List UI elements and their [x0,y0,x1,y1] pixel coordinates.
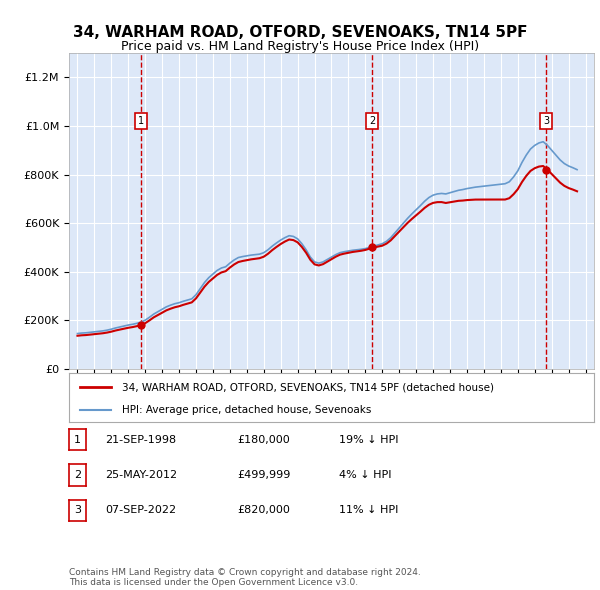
Text: HPI: Average price, detached house, Sevenoaks: HPI: Average price, detached house, Seve… [121,405,371,415]
Text: 1: 1 [74,435,81,444]
Text: 4% ↓ HPI: 4% ↓ HPI [339,470,391,480]
Text: £499,999: £499,999 [237,470,290,480]
Text: 07-SEP-2022: 07-SEP-2022 [105,506,176,515]
Text: 34, WARHAM ROAD, OTFORD, SEVENOAKS, TN14 5PF (detached house): 34, WARHAM ROAD, OTFORD, SEVENOAKS, TN14… [121,382,493,392]
Text: 3: 3 [74,506,81,515]
Text: 1: 1 [137,116,143,126]
Text: 19% ↓ HPI: 19% ↓ HPI [339,435,398,444]
Text: 2: 2 [369,116,375,126]
Text: 21-SEP-1998: 21-SEP-1998 [105,435,176,444]
Text: Contains HM Land Registry data © Crown copyright and database right 2024.
This d: Contains HM Land Registry data © Crown c… [69,568,421,587]
Text: 11% ↓ HPI: 11% ↓ HPI [339,506,398,515]
Text: £180,000: £180,000 [237,435,290,444]
Text: 25-MAY-2012: 25-MAY-2012 [105,470,177,480]
Text: 34, WARHAM ROAD, OTFORD, SEVENOAKS, TN14 5PF: 34, WARHAM ROAD, OTFORD, SEVENOAKS, TN14… [73,25,527,40]
Text: 2: 2 [74,470,81,480]
Text: Price paid vs. HM Land Registry's House Price Index (HPI): Price paid vs. HM Land Registry's House … [121,40,479,53]
Text: £820,000: £820,000 [237,506,290,515]
Text: 3: 3 [543,116,550,126]
